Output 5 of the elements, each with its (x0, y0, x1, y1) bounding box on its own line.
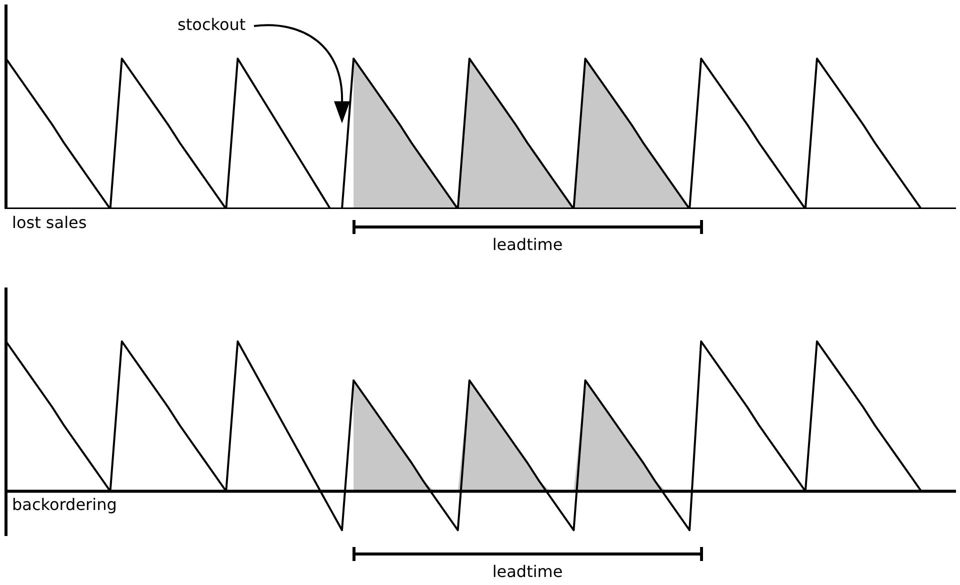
text: leadtime (492, 562, 563, 581)
x-axis-title: lost sales (12, 213, 87, 232)
x-axis-title: backordering (12, 495, 117, 514)
text: leadtime (492, 235, 563, 254)
text: stockout (178, 15, 246, 34)
